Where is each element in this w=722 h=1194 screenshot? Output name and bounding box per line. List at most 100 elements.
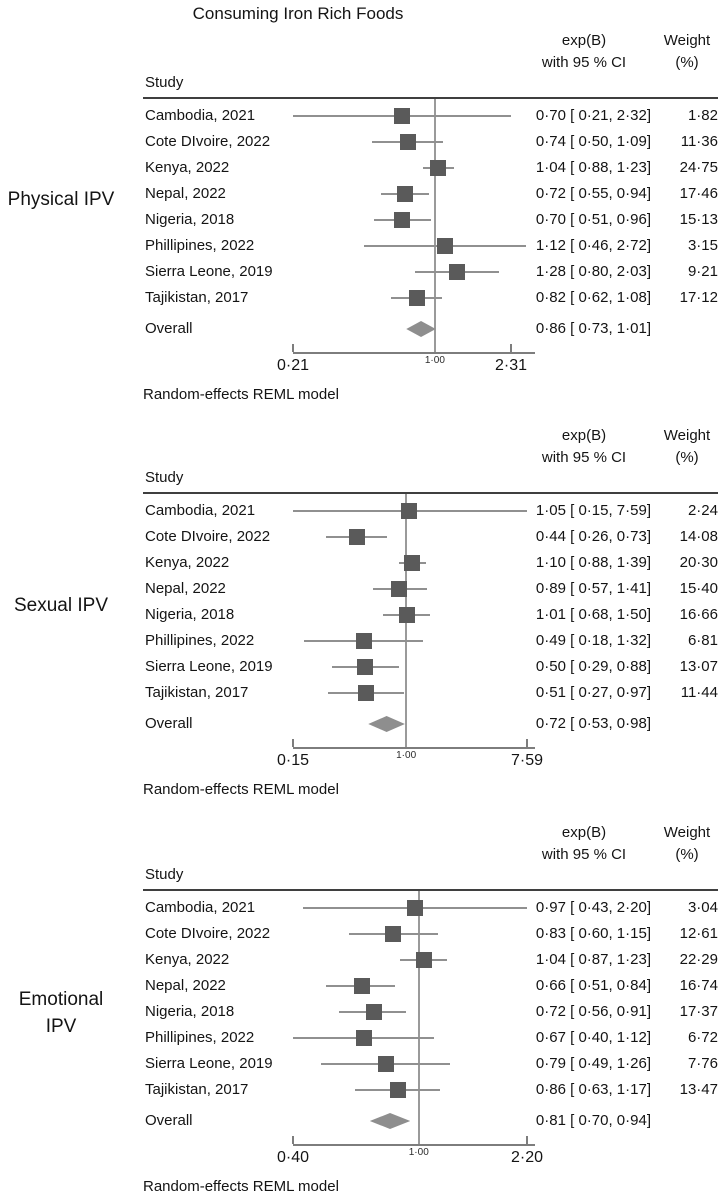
ci-text: 0·74 [ 0·50, 1·09] (535, 133, 651, 150)
estimate-square (355, 1030, 372, 1046)
study-label: Nepal, 2022 (145, 580, 226, 597)
ci-text: 0·50 [ 0·29, 0·88] (535, 658, 651, 675)
weight-text: 22·29 (679, 951, 718, 968)
study-label: Tajikistan, 2017 (145, 1081, 249, 1098)
ci-text: 0·70 [ 0·21, 2·32] (535, 107, 651, 124)
study-label: Nepal, 2022 (145, 185, 226, 202)
ci-text: 0·83 [ 0·60, 1·15] (535, 925, 651, 942)
study-row: Phillipines, 2022 1·12 [ 0·46, 2·72] 3·15 (143, 233, 718, 259)
axis-tick-label: 0·21 (276, 357, 310, 374)
ci-text: 0·51 [ 0·27, 0·97] (535, 684, 651, 701)
weight-text: 15·13 (679, 211, 718, 228)
ci-text: 1·01 [ 0·68, 1·50] (535, 606, 651, 623)
ci-text: 0·97 [ 0·43, 2·20] (535, 899, 651, 916)
estimate-square (353, 978, 370, 994)
estimate-square (403, 555, 420, 571)
estimate-square (416, 952, 433, 968)
header-rule (143, 492, 718, 494)
overall-ci-text: 0·72 [ 0·53, 0·98] (535, 715, 651, 732)
weight-header-line1: Weight (663, 824, 711, 841)
panel-label-physical-ipv: Physical IPV (7, 189, 115, 210)
estimate-square (394, 108, 411, 124)
study-label: Phillipines, 2022 (145, 237, 255, 254)
study-row: Kenya, 2022 1·04 [ 0·87, 1·23] 22·29 (143, 947, 718, 973)
study-label: Nigeria, 2018 (145, 211, 235, 228)
overall-diamond (369, 1113, 411, 1129)
weight-text: 11·36 (680, 133, 718, 150)
header-rule (143, 889, 718, 891)
study-row: Nigeria, 2018 0·72 [ 0·56, 0·91] 17·37 (143, 999, 718, 1025)
header-rule (143, 97, 718, 99)
axis-tick (292, 1136, 294, 1144)
panel-label-emotional-ipv: Emotional IPV (18, 989, 104, 1037)
weight-header-line2: (%) (675, 54, 699, 71)
weight-column-header: Weight (%) (656, 425, 718, 469)
study-row: Kenya, 2022 1·10 [ 0·88, 1·39] 20·30 (143, 550, 718, 576)
ci-header-line1: exp(B) (561, 427, 607, 444)
weight-text: 17·12 (679, 289, 718, 306)
study-label: Nigeria, 2018 (145, 606, 235, 623)
axis-line (293, 747, 535, 749)
study-row: Nigeria, 2018 0·70 [ 0·51, 0·96] 15·13 (143, 207, 718, 233)
axis-tick-label: 0·15 (276, 752, 310, 769)
weight-text: 1·82 (687, 107, 718, 124)
study-label: Cambodia, 2021 (145, 107, 256, 124)
ci-text: 0·49 [ 0·18, 1·32] (535, 632, 651, 649)
ci-text: 0·89 [ 0·57, 1·41] (535, 580, 651, 597)
study-row: Cote DIvoire, 2022 0·74 [ 0·50, 1·09] 11·3… (143, 129, 718, 155)
estimate-square (394, 212, 411, 228)
estimate-square (349, 529, 366, 545)
study-row: Nepal, 2022 0·72 [ 0·55, 0·94] 17·46 (143, 181, 718, 207)
axis-tick (292, 344, 294, 352)
study-row: Tajikistan, 2017 0·86 [ 0·63, 1·17] 13·47 (143, 1077, 718, 1103)
figure-title: Consuming Iron Rich Foods (192, 4, 404, 23)
weight-text: 6·72 (687, 1029, 718, 1046)
weight-text: 3·15 (687, 237, 718, 254)
estimate-square (406, 900, 423, 916)
study-label: Cote DIvoire, 2022 (145, 133, 271, 150)
study-column-header: Study (145, 469, 184, 486)
study-row: Sierra Leone, 2019 0·50 [ 0·29, 0·88] 13·0… (143, 654, 718, 680)
ci-header-line1: exp(B) (561, 824, 607, 841)
estimate-square (357, 685, 374, 701)
study-row: Cambodia, 2021 1·05 [ 0·15, 7·59] 2·24 (143, 498, 718, 524)
weight-text: 15·40 (679, 580, 718, 597)
weight-text: 12·61 (679, 925, 718, 942)
weight-header-line2: (%) (675, 846, 699, 863)
estimate-square (356, 659, 373, 675)
weight-text: 9·21 (687, 263, 718, 280)
estimate-square (398, 607, 415, 623)
ci-text: 1·10 [ 0·88, 1·39] (535, 554, 651, 571)
axis-tick-label: 7·59 (510, 752, 544, 769)
study-row: Phillipines, 2022 0·49 [ 0·18, 1·32] 6·81 (143, 628, 718, 654)
study-row: Kenya, 2022 1·04 [ 0·88, 1·23] 24·75 (143, 155, 718, 181)
forest-panel-sexual-ipv: exp(B) with 95 % CI Weight (%) Study Ran… (143, 411, 719, 798)
weight-header-line1: Weight (663, 427, 711, 444)
weight-text: 20·30 (679, 554, 718, 571)
estimate-square (437, 238, 454, 254)
ci-text: 1·04 [ 0·88, 1·23] (535, 159, 651, 176)
study-label: Cambodia, 2021 (145, 502, 256, 519)
study-label: Nigeria, 2018 (145, 1003, 235, 1020)
ci-column-header: exp(B) with 95 % CI (513, 822, 655, 866)
study-label: Nepal, 2022 (145, 977, 226, 994)
estimate-square (365, 1004, 382, 1020)
weight-text: 24·75 (679, 159, 718, 176)
study-row: Tajikistan, 2017 0·82 [ 0·62, 1·08] 17·12 (143, 285, 718, 311)
axis-line (293, 1144, 535, 1146)
weight-text: 7·76 (687, 1055, 718, 1072)
study-label: Cote DIvoire, 2022 (145, 925, 271, 942)
ci-text: 0·72 [ 0·55, 0·94] (535, 185, 651, 202)
study-row: Sierra Leone, 2019 0·79 [ 0·49, 1·26] 7·76 (143, 1051, 718, 1077)
overall-ci-text: 0·86 [ 0·73, 1·01] (535, 320, 651, 337)
axis-line (293, 352, 535, 354)
estimate-square (391, 581, 408, 597)
weight-text: 2·24 (687, 502, 718, 519)
study-label: Sierra Leone, 2019 (145, 658, 273, 675)
overall-diamond (406, 321, 436, 337)
axis-tick-label: 1·00 (396, 750, 417, 761)
overall-label: Overall (145, 715, 193, 732)
estimate-square (385, 926, 402, 942)
overall-row: Overall 0·86 [ 0·73, 1·01] (143, 316, 718, 342)
study-row: Cambodia, 2021 0·70 [ 0·21, 2·32] 1·82 (143, 103, 718, 129)
